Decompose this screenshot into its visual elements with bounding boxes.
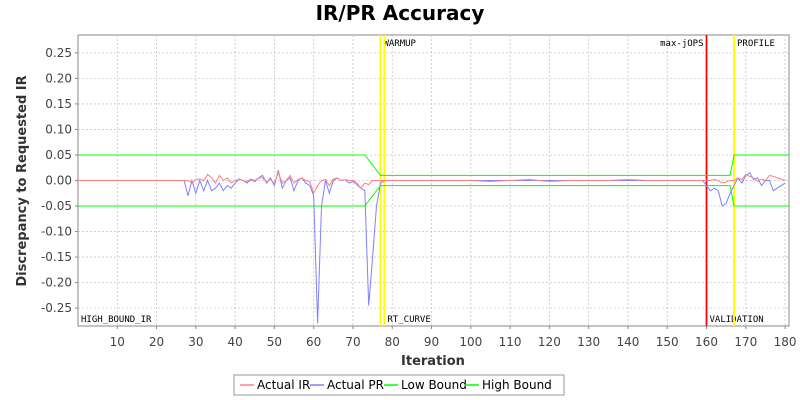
legend: Actual IR Actual PR Low Bound High Bound: [233, 374, 565, 396]
x-tick-label: 160: [695, 335, 718, 349]
y-tick-label: 0.10: [45, 122, 72, 136]
y-tick-label: -0.10: [41, 225, 72, 239]
y-tick-label: -0.05: [41, 199, 72, 213]
x-tick-label: 20: [149, 335, 164, 349]
x-tick-label: 140: [616, 335, 639, 349]
y-tick-label: 0.05: [45, 148, 72, 162]
y-tick-label: 0.00: [45, 174, 72, 188]
legend-label: High Bound: [482, 378, 552, 392]
x-tick-label: 90: [424, 335, 439, 349]
x-tick-label: 170: [734, 335, 757, 349]
x-axis-ticks: 10 20 30 40 50 60 70 80 90 100 110 120 130 140 150 160 1…: [110, 326, 797, 349]
marker-label: RT_CURVE: [387, 315, 430, 325]
x-tick-label: 50: [267, 335, 282, 349]
x-tick-label: 60: [306, 335, 321, 349]
legend-label: Actual IR: [257, 378, 310, 392]
x-tick-label: 80: [385, 335, 400, 349]
y-tick-label: 0.15: [45, 97, 72, 111]
marker-label: HIGH_BOUND_IR: [81, 315, 152, 325]
y-tick-label: -0.25: [41, 301, 72, 315]
y-tick-label: 0.25: [45, 46, 72, 60]
marker-label: WARMUP: [383, 39, 416, 49]
x-tick-label: 10: [110, 335, 125, 349]
series-line-low-bound: [78, 185, 789, 207]
x-tick-label: 110: [499, 335, 522, 349]
y-axis-label: Discrepancy to Requested IR: [15, 75, 30, 286]
y-tick-label: -0.20: [41, 276, 72, 290]
x-tick-label: 70: [345, 335, 360, 349]
x-tick-label: 40: [227, 335, 242, 349]
x-tick-label: 100: [459, 335, 482, 349]
marker-label: PROFILE: [737, 39, 775, 49]
x-tick-label: 150: [656, 335, 679, 349]
y-tick-label: -0.15: [41, 250, 72, 264]
series-line-actual-ir: [78, 171, 786, 195]
marker-label: VALIDATION: [710, 315, 764, 325]
x-tick-label: 180: [774, 335, 797, 349]
chart-title: IR/PR Accuracy: [316, 1, 485, 25]
series-lines: [78, 154, 789, 324]
marker-label: max-jOPS: [660, 39, 703, 49]
x-tick-label: 130: [577, 335, 600, 349]
legend-box: [233, 374, 565, 396]
x-tick-label: 120: [538, 335, 561, 349]
x-axis-label: Iteration: [401, 354, 465, 369]
legend-label: Low Bound: [401, 378, 467, 392]
y-axis-ticks: -0.25 -0.20 -0.15 -0.10 -0.05 0.00 0.05 0.10 0.1…: [41, 46, 78, 315]
legend-label: Actual PR: [327, 378, 384, 392]
series-line-high-bound: [78, 154, 789, 176]
x-tick-label: 30: [188, 335, 203, 349]
y-tick-label: 0.20: [45, 71, 72, 85]
